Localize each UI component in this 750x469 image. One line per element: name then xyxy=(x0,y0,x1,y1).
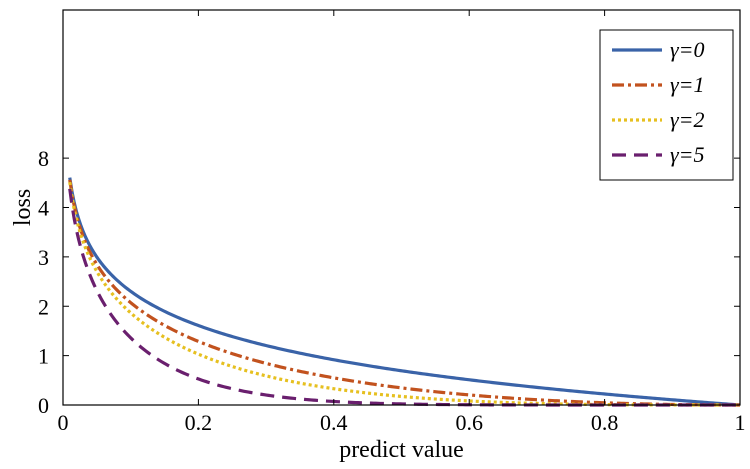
legend-label-gamma-5: γ=5 xyxy=(670,142,705,167)
legend-label-gamma-1: γ=1 xyxy=(670,72,705,97)
y-tick-label: 4 xyxy=(38,196,49,221)
y-axis-label: loss xyxy=(10,189,36,226)
y-tick-label: 8 xyxy=(38,146,49,171)
series-line-gamma-0 xyxy=(68,177,741,407)
x-tick-label: 0.6 xyxy=(455,410,483,435)
legend-label-gamma-0: γ=0 xyxy=(670,37,705,62)
axis-ticks xyxy=(62,10,741,406)
y-tick-label: 0 xyxy=(38,393,49,418)
x-tick-label: 0 xyxy=(58,410,69,435)
series-lines xyxy=(68,177,741,407)
x-tick-label: 1 xyxy=(735,410,746,435)
x-tick-label: 0.8 xyxy=(591,410,619,435)
legend-label-gamma-2: γ=2 xyxy=(670,107,705,132)
y-tick-label: 3 xyxy=(38,245,49,270)
x-tick-label: 0.2 xyxy=(185,410,213,435)
y-tick-label: 1 xyxy=(38,344,49,369)
legend-box xyxy=(599,29,734,181)
y-tick-label: 2 xyxy=(38,294,49,319)
legend: γ=0 γ=1 γ=2 γ=5 xyxy=(599,29,734,181)
series-line-gamma-5 xyxy=(68,188,740,407)
x-axis-label: predict value xyxy=(339,437,464,463)
tick-labels: 0 0.2 0.4 0.6 0.8 1 0 1 2 3 4 8 xyxy=(38,146,746,435)
x-tick-label: 0.4 xyxy=(320,410,348,435)
